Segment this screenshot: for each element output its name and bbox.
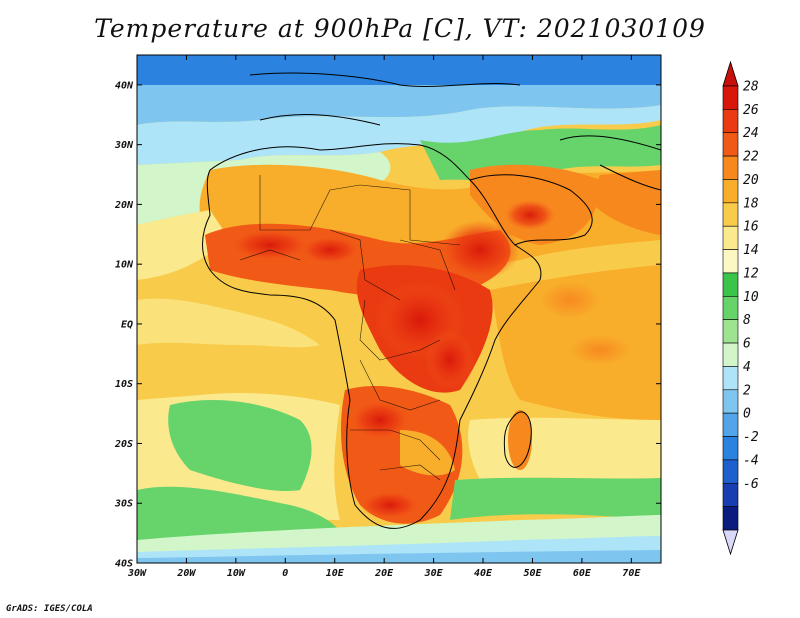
y-tick-label: 40S (115, 559, 133, 570)
coastlines (202, 72, 661, 529)
colorbar-swatch (722, 506, 739, 531)
colorbar-swatch (722, 85, 739, 110)
y-tick-label: 20N (114, 200, 134, 211)
x-axis: 30W 20W 10W 0 10E 20E 30E 40E 50E 60E 70E (127, 55, 641, 579)
colorbar-label: 0 (743, 407, 751, 422)
colorbar-swatch (722, 155, 739, 180)
colorbar-label: 28 (743, 80, 759, 95)
x-tick-label: 10E (326, 568, 345, 579)
map-frame (136, 54, 662, 564)
colorbar-label: 16 (743, 220, 759, 235)
temperature-field (137, 55, 661, 563)
colorbar-label: 26 (743, 103, 759, 118)
colorbar-swatch (722, 272, 739, 297)
y-tick-label: 30S (114, 499, 133, 510)
colorbar-swatch (722, 296, 739, 320)
country-borders (239, 175, 461, 481)
x-tick-label: 70E (622, 568, 641, 579)
colorbar-swatch (722, 319, 739, 344)
x-tick-label: 20E (374, 568, 394, 579)
colorbar-label: -2 (743, 430, 759, 445)
colorbar-label: -6 (743, 477, 759, 492)
y-tick-label: 40N (115, 80, 134, 91)
y-tick-label: 30N (114, 140, 134, 151)
x-tick-label: 40E (474, 568, 493, 579)
colorbar-label: 22 (743, 150, 759, 165)
colorbar-bottom-arrow (722, 529, 739, 556)
colorbar-swatch (722, 202, 739, 227)
page-title: Temperature at 900hPa [C], VT: 202103010… (94, 14, 706, 43)
colorbar-swatch (722, 412, 739, 437)
x-tick-label: 50E (523, 568, 542, 579)
colorbar-label: 4 (743, 360, 751, 375)
colorbar-label: 20 (743, 173, 759, 188)
colorbar-label: 6 (743, 337, 751, 352)
x-tick-label: 10W (227, 568, 246, 579)
x-tick-label: 30E (424, 568, 444, 579)
y-tick-label: 10S (115, 379, 133, 390)
x-tick-label: 0 (282, 568, 288, 579)
colorbar-label: 14 (743, 243, 759, 258)
colorbar-swatch (722, 109, 739, 134)
colorbar-swatch (722, 342, 739, 367)
colorbar-label: 12 (743, 266, 759, 281)
colorbar-swatch (722, 389, 739, 414)
colorbar-label: 10 (743, 290, 759, 305)
colorbar-label: 24 (743, 126, 759, 141)
y-tick-label: 10N (115, 260, 134, 271)
colorbar-label: 2 (743, 383, 751, 398)
colorbar-label: 8 (743, 313, 751, 328)
colorbar-swatch (722, 482, 739, 507)
x-tick-label: 60E (573, 568, 592, 579)
x-tick-label: 30W (127, 568, 147, 579)
y-tick-label: EQ (121, 319, 133, 330)
colorbar-swatch (722, 436, 739, 461)
x-tick-label: 20W (176, 568, 196, 579)
colorbar-label: 18 (743, 196, 759, 211)
colorbar-swatch (722, 225, 739, 250)
y-axis: 40N 30N 20N 10N EQ 10S 20S 30S 40S (114, 80, 661, 570)
credit-text: GrADS: IGES/COLA (6, 604, 93, 614)
colorbar-label: -4 (743, 453, 759, 468)
colorbar-swatch (722, 179, 739, 204)
y-tick-label: 20S (114, 439, 133, 450)
colorbar-swatch (722, 366, 739, 391)
colorbar-swatch (722, 249, 739, 274)
colorbar-swatch (722, 459, 739, 484)
colorbar-top-arrow (722, 60, 739, 87)
colorbar-swatch (722, 132, 739, 157)
